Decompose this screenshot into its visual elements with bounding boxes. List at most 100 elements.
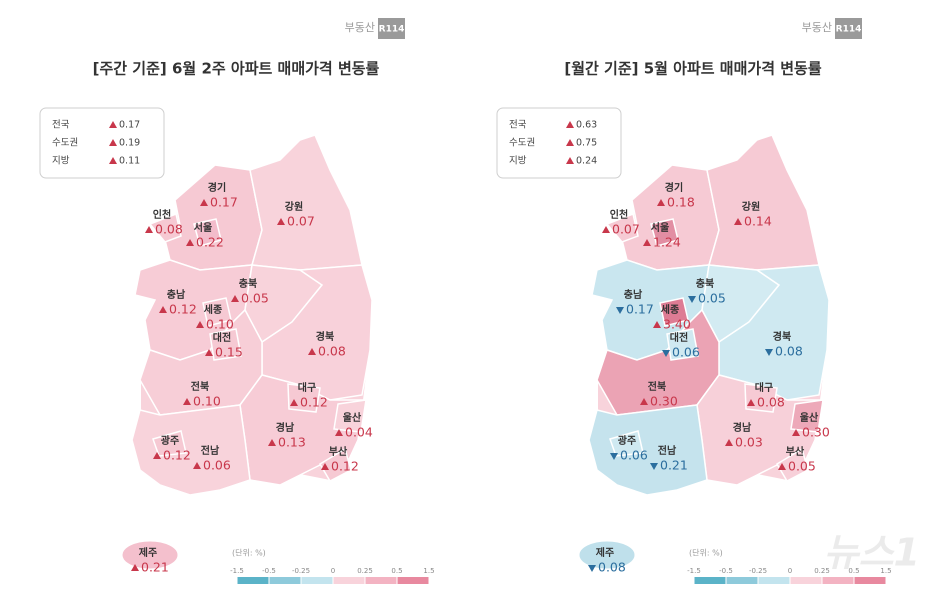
legend-swatch: [694, 577, 726, 584]
region-value: 0.06: [203, 458, 231, 473]
region-name: 광주: [161, 435, 179, 447]
logo-text: 부동산: [345, 21, 375, 34]
region-area: [578, 540, 636, 570]
region-name: 부산: [329, 445, 348, 458]
region-name: 대전: [670, 331, 688, 344]
region-arrow: [657, 199, 665, 206]
region-value: 0.08: [155, 222, 183, 237]
region-name: 세종: [204, 303, 222, 316]
region-value: 0.13: [278, 435, 306, 450]
region-arrow: [653, 321, 661, 328]
summary-label: 지방: [52, 156, 70, 167]
logo-text: 부동산: [802, 21, 832, 34]
region-name: 충북: [239, 277, 257, 290]
region-area: [650, 218, 679, 247]
legend-swatch: [237, 577, 269, 584]
region-name: 충남: [624, 288, 643, 301]
region-value: 0.10: [193, 394, 221, 409]
legend-swatch: [269, 577, 301, 584]
region-value: 0.12: [169, 302, 197, 317]
region-value: 0.12: [163, 448, 191, 463]
region-area: [193, 218, 222, 247]
summary-box: [39, 107, 165, 179]
region-area: [605, 212, 639, 243]
summary-value: 0.24: [576, 156, 597, 167]
region-arrow: [588, 565, 596, 572]
legend-tick-label: -1.5: [230, 567, 244, 575]
region-area: [318, 447, 352, 482]
region-area: [609, 430, 644, 457]
summary-label: 수도권: [509, 137, 535, 149]
logo-badge-box: [835, 18, 862, 39]
logo-badge: R114: [379, 25, 405, 35]
region-arrow: [145, 226, 153, 233]
region-name: 충북: [696, 277, 714, 290]
region-area: [659, 297, 689, 327]
legend-tick-label: -0.5: [262, 567, 276, 575]
region-name: 세종: [661, 303, 679, 316]
summary-label: 전국: [52, 120, 70, 131]
legend-swatch: [790, 577, 822, 584]
region-value: 0.06: [672, 345, 700, 360]
logo-badge-box: [378, 18, 405, 39]
legend-tick-label: -0.25: [292, 567, 310, 575]
summary-arrow: [566, 121, 574, 128]
region-area: [249, 134, 363, 271]
region-area: [131, 404, 251, 496]
legend-tick-label: 0.5: [848, 567, 859, 575]
region-name: 광주: [618, 435, 636, 447]
region-name: 전남: [201, 444, 220, 457]
region-value: 3.40: [663, 317, 691, 332]
region-arrow: [616, 307, 624, 314]
region-arrow: [688, 296, 696, 303]
region-name: 경기: [208, 181, 226, 194]
region-area: [706, 134, 820, 271]
region-value: 0.03: [735, 435, 763, 450]
region-value: 0.08: [318, 344, 346, 359]
summary-label: 전국: [509, 120, 527, 131]
legend-swatch: [365, 577, 397, 584]
region-arrow: [159, 306, 167, 313]
region-name: 서울: [651, 221, 669, 234]
region-name: 경북: [316, 330, 334, 343]
region-value: 0.07: [287, 214, 315, 229]
region-arrow: [778, 463, 786, 470]
legend-tick-label: 0.25: [814, 567, 830, 575]
region-arrow: [765, 349, 773, 356]
region-value: 0.08: [757, 395, 785, 410]
region-arrow: [792, 429, 800, 436]
legend-tick-label: 0.25: [357, 567, 373, 575]
region-arrow: [153, 452, 161, 459]
summary-arrow: [566, 139, 574, 146]
region-area: [790, 399, 824, 433]
region-arrow: [290, 399, 298, 406]
region-arrow: [268, 439, 276, 446]
summary-box: [496, 107, 622, 179]
region-arrow: [277, 218, 285, 225]
legend-swatch: [822, 577, 854, 584]
region-name: 경남: [733, 421, 752, 434]
region-value: 0.08: [775, 344, 803, 359]
summary-label: 수도권: [52, 137, 78, 149]
region-name: 제주: [139, 546, 157, 559]
region-area: [588, 404, 708, 496]
region-value: 0.22: [196, 235, 224, 250]
region-name: 전남: [658, 444, 677, 457]
legend-tick-label: -0.5: [719, 567, 733, 575]
region-area: [209, 328, 242, 361]
region-value: 0.10: [206, 317, 234, 332]
region-name: 전북: [191, 380, 209, 393]
region-area: [202, 297, 232, 327]
region-value: 0.05: [698, 291, 726, 306]
region-arrow: [308, 348, 316, 355]
summary-label: 지방: [509, 156, 527, 167]
legend-unit: (단위: %): [689, 548, 723, 558]
legend-swatch: [758, 577, 790, 584]
summary-value: 0.75: [576, 138, 597, 149]
region-arrow: [734, 218, 742, 225]
legend-swatch: [397, 577, 429, 584]
region-area: [148, 212, 182, 243]
region-value: 0.12: [331, 459, 359, 474]
